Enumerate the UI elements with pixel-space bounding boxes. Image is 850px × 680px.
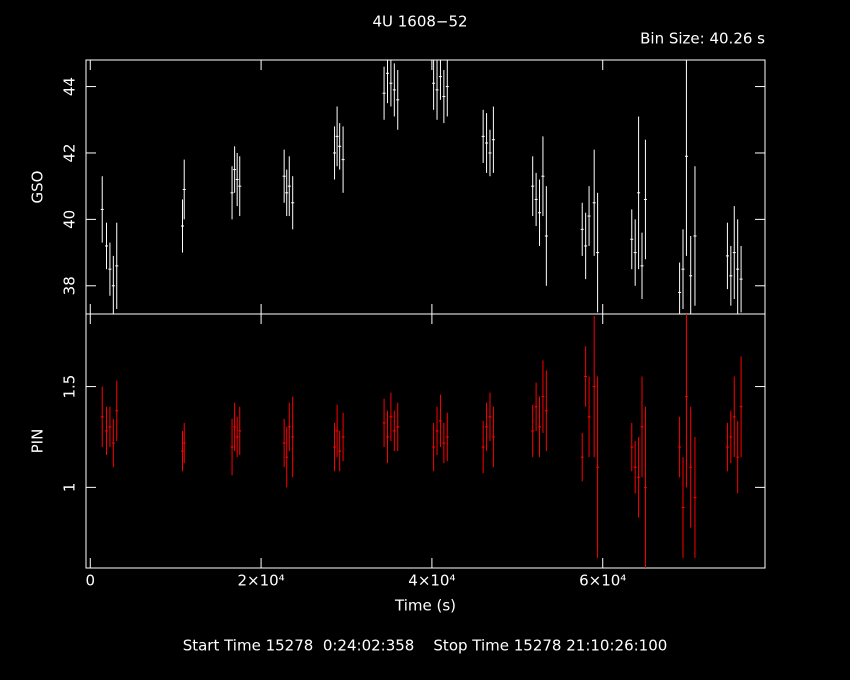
series xyxy=(100,314,743,568)
x-tick-label: 6×10⁴ xyxy=(579,572,626,590)
series xyxy=(100,60,743,314)
y-axis-label: PIN xyxy=(29,429,47,454)
x-tick-label: 2×10⁴ xyxy=(237,572,284,590)
y-tick-label: 42 xyxy=(61,143,79,162)
y-tick-label: 44 xyxy=(61,77,79,96)
y-tick-label: 38 xyxy=(61,276,79,295)
x-tick-label: 0 xyxy=(85,572,95,590)
bin-size: Bin Size: 40.26 s xyxy=(640,30,765,48)
y-tick-label: 1.5 xyxy=(61,375,79,399)
x-axis-label: Time (s) xyxy=(394,597,456,615)
panel-frame xyxy=(85,59,766,315)
y-tick-label: 1 xyxy=(61,483,79,493)
chart-title: 4U 1608−52 xyxy=(372,13,467,31)
footer: Start Time 15278 0:24:02:358 Stop Time 1… xyxy=(183,637,668,655)
y-tick-label: 40 xyxy=(61,210,79,229)
panel-frame xyxy=(85,313,766,569)
x-tick-label: 4×10⁴ xyxy=(408,572,455,590)
y-axis-label: GSO xyxy=(29,171,47,204)
